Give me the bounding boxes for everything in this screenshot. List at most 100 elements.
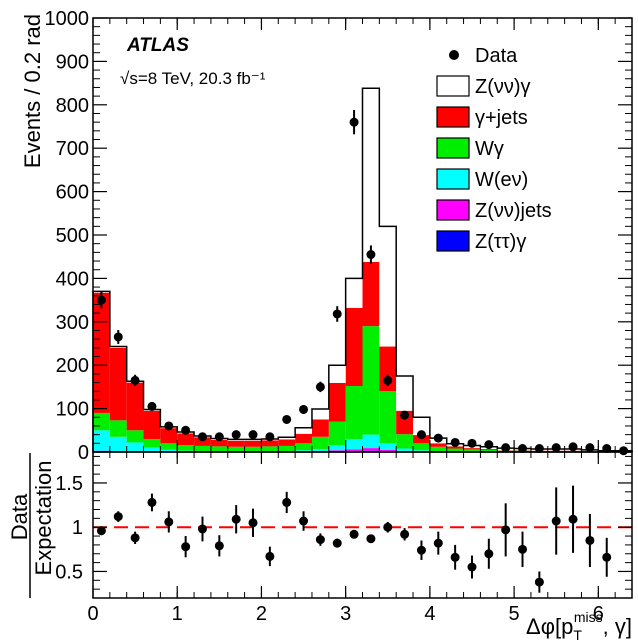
data-point-12 — [299, 404, 309, 414]
legend-swatch — [436, 137, 470, 159]
main-ytick-label-2: 200 — [56, 355, 89, 377]
bar-2-bin-12 — [295, 450, 312, 452]
data-point-9 — [248, 430, 258, 440]
bar-1-bin-17 — [379, 449, 397, 452]
svg-text:Data: Data — [7, 493, 32, 540]
ratio-point-22 — [467, 562, 477, 572]
legend: Data Z(νν)γ γ+jets Wγ W(eν) Z(νν)jets Z(ττ)γ — [436, 45, 552, 253]
xtick-label-3: 3 — [340, 603, 351, 625]
bar-3-bin-11 — [278, 445, 296, 452]
bar-2-bin-15 — [345, 438, 363, 450]
bar-3-bin-6 — [194, 445, 211, 452]
ratio-point-21 — [450, 552, 460, 562]
main-ytick-label-9: 900 — [56, 51, 89, 73]
ratio-point-14 — [332, 538, 342, 548]
main-ytick-label-7: 700 — [56, 138, 89, 160]
data-point-23 — [484, 440, 494, 450]
xtick-label-2: 2 — [256, 603, 267, 625]
bar-4-bin-9 — [244, 440, 262, 447]
ratio-frame — [92, 451, 633, 599]
main-ytick-label-10: 1000 — [45, 8, 90, 30]
data-point-28 — [568, 442, 578, 452]
legend-item-w: Wγ — [436, 137, 504, 160]
data-point-11 — [282, 414, 292, 424]
legend-marker — [449, 50, 459, 60]
xtick-label-1: 1 — [172, 603, 183, 625]
bar-2-bin-18 — [396, 448, 414, 452]
bar-5-bin-12 — [295, 427, 312, 434]
bar-4-bin-15 — [345, 307, 363, 387]
bar-5-bin-13 — [311, 409, 329, 420]
bar-3-bin-0 — [93, 412, 110, 431]
bar-4-bin-11 — [278, 439, 296, 446]
data-point-4 — [164, 421, 174, 431]
energy-lumi-label: √s=8 TeV, 20.3 fb⁻¹ — [120, 69, 266, 88]
data-point-2 — [130, 375, 140, 385]
ratio-point-0 — [96, 526, 106, 536]
data-point-7 — [214, 432, 224, 442]
ratio-point-23 — [484, 549, 494, 559]
data-point-25 — [518, 444, 528, 454]
x-axis-title: Δφ[pTmiss, γ] — [526, 609, 632, 642]
bar-4-bin-5 — [177, 433, 195, 446]
bar-5-bin-18 — [396, 376, 414, 411]
bar-3-bin-3 — [143, 438, 161, 448]
bar-1-bin-0 — [93, 450, 110, 452]
bar-3-bin-22 — [463, 449, 481, 452]
bar-2-bin-1 — [109, 436, 127, 452]
data-point-30 — [602, 444, 612, 454]
bar-4-bin-3 — [143, 410, 161, 439]
ratio-point-16 — [366, 534, 376, 544]
bar-4-bin-16 — [362, 261, 380, 327]
data-point-22 — [467, 438, 477, 448]
bar-2-bin-0 — [93, 430, 110, 451]
ratio-ytick-label-2: 1.5 — [55, 473, 83, 495]
stack-outline — [92, 87, 633, 452]
bar-3-bin-5 — [177, 445, 195, 451]
bar-3-bin-1 — [109, 420, 127, 437]
bar-2-bin-4 — [160, 449, 178, 452]
main-stacked-bars — [92, 87, 633, 452]
data-point-19 — [416, 430, 426, 440]
data-point-29 — [585, 443, 595, 453]
data-point-17 — [383, 375, 393, 385]
legend-swatch — [436, 106, 470, 128]
legend-item-z: Z(ττ)γ — [436, 230, 526, 253]
bar-3-bin-15 — [345, 386, 363, 439]
ratio-point-25 — [518, 544, 528, 554]
ratio-point-18 — [400, 529, 410, 539]
data-point-18 — [400, 410, 410, 420]
data-point-31 — [619, 446, 629, 456]
ratio-point-3 — [147, 497, 157, 507]
main-ytick-label-6: 600 — [56, 182, 89, 204]
bar-3-bin-7 — [210, 446, 228, 452]
ratio-point-26 — [534, 577, 544, 587]
ratio-plot — [93, 485, 632, 593]
legend-item-data: Data — [449, 45, 518, 67]
data-point-10 — [265, 432, 275, 442]
bar-3-bin-23 — [480, 449, 498, 452]
ratio-axes: 0.5 1 1.5 0 1 2 3 4 5 6 — [55, 451, 633, 625]
data-point-8 — [231, 430, 241, 440]
ratio-point-20 — [433, 538, 443, 548]
legend-label: W(eν) — [475, 169, 528, 191]
bar-3-bin-14 — [328, 421, 346, 446]
ratio-point-27 — [551, 516, 561, 526]
legend-swatch — [436, 199, 470, 221]
ratio-point-11 — [282, 497, 292, 507]
main-ytick-label-0: 0 — [78, 442, 89, 464]
bar-3-bin-12 — [295, 443, 312, 451]
bar-2-bin-16 — [362, 434, 380, 449]
bar-4-bin-7 — [210, 439, 228, 447]
data-point-15 — [349, 117, 359, 127]
legend-label: Z(νν)jets — [475, 200, 552, 222]
ratio-point-8 — [231, 514, 241, 524]
ratio-point-30 — [602, 552, 612, 562]
bar-3-bin-20 — [429, 446, 447, 452]
legend-label: Z(ττ)γ — [475, 231, 526, 253]
bar-3-bin-10 — [261, 446, 279, 452]
legend-label: γ+jets — [475, 107, 528, 129]
bar-2-bin-13 — [311, 448, 329, 452]
bar-3-bin-19 — [413, 443, 430, 451]
